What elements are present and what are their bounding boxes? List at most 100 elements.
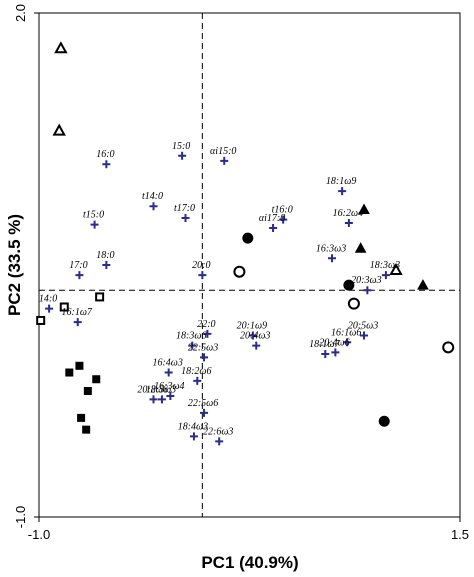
plus-marker bbox=[178, 151, 187, 160]
open-circle-marker bbox=[233, 265, 246, 278]
variable-label: 15:0 bbox=[172, 141, 190, 152]
filled-square-marker bbox=[77, 413, 86, 422]
filled-square-marker bbox=[75, 361, 84, 370]
variable-label: 18:5ω3 bbox=[146, 384, 176, 395]
loading-point: 18:0 bbox=[96, 250, 115, 269]
plus-marker bbox=[215, 437, 224, 446]
open-square-marker bbox=[95, 292, 105, 302]
x-axis-title: PC1 (40.9%) bbox=[201, 553, 298, 572]
loading-point: 22:0 bbox=[197, 319, 216, 338]
variable-label: 20:0 bbox=[192, 260, 210, 271]
plus-marker bbox=[343, 338, 352, 347]
plus-marker bbox=[269, 224, 278, 233]
loading-point: 16:3ω4 bbox=[154, 381, 185, 401]
loading-point: t16:0 bbox=[272, 205, 293, 224]
variable-label: 16:3ω4 bbox=[154, 381, 184, 392]
plus-marker bbox=[164, 368, 173, 377]
variable-label: 16:0 bbox=[96, 149, 114, 160]
loading-point: t14:0 bbox=[142, 191, 163, 211]
plus-marker bbox=[203, 329, 212, 338]
plus-marker bbox=[189, 432, 198, 441]
plus-marker bbox=[360, 331, 369, 340]
plus-marker bbox=[102, 261, 111, 269]
plus-marker bbox=[252, 341, 261, 350]
open-square-marker bbox=[59, 302, 69, 312]
loading-point: 16:4ω3 bbox=[152, 358, 183, 377]
variable-label: 20:4ω6 bbox=[319, 337, 349, 348]
loading-point: 20:4ω6 bbox=[319, 337, 350, 357]
open-triangle-marker bbox=[52, 123, 66, 136]
loading-point: 20:2ω6 bbox=[137, 384, 168, 404]
variable-label: 16:4ω3 bbox=[152, 358, 182, 369]
variable-label: 18:0 bbox=[96, 250, 114, 261]
loading-point: 18:3ω6 bbox=[176, 331, 206, 350]
loading-point: 18:5ω3 bbox=[146, 384, 176, 404]
variable-label: 22:5ω3 bbox=[188, 342, 218, 353]
y-tick-label: 2.0 bbox=[13, 4, 28, 22]
variable-label: t16:0 bbox=[272, 205, 293, 216]
open-square-marker bbox=[36, 315, 46, 325]
filled-triangle-marker bbox=[417, 279, 429, 290]
plus-marker bbox=[200, 408, 209, 417]
loading-point: 22:5ω6 bbox=[188, 398, 218, 417]
loading-point: 20:5ω3 bbox=[348, 321, 378, 340]
loading-point: 18:3ω3 bbox=[370, 260, 400, 280]
variable-label: 22:0 bbox=[197, 319, 215, 330]
loading-point: 20:0 bbox=[192, 260, 211, 280]
variable-label: 14:0 bbox=[39, 294, 57, 305]
loading-point: 16:2ω4 bbox=[333, 208, 363, 227]
loading-point: 20:1ω9 bbox=[237, 321, 267, 340]
plus-marker bbox=[321, 350, 330, 359]
y-tick-label: -1.0 bbox=[13, 506, 28, 528]
filled-circle-marker bbox=[378, 415, 390, 427]
filled-square-marker bbox=[65, 368, 74, 377]
loading-point: t15:0 bbox=[83, 210, 104, 229]
filled-circle-marker bbox=[242, 232, 254, 244]
plus-marker bbox=[45, 304, 54, 313]
plus-marker bbox=[90, 220, 99, 229]
plus-marker bbox=[157, 395, 166, 404]
plus-marker bbox=[363, 286, 372, 295]
plus-marker bbox=[279, 215, 288, 224]
loading-point: 18:1ω7 bbox=[309, 339, 340, 359]
plus-marker bbox=[166, 392, 175, 401]
plus-marker bbox=[198, 271, 207, 280]
axis-ticks: -1.0 1.5 2.0 -1.0 bbox=[13, 4, 469, 542]
x-tick-label: -1.0 bbox=[28, 527, 50, 542]
loading-point: 22:5ω3 bbox=[188, 342, 218, 362]
open-circle-marker bbox=[347, 297, 360, 310]
plus-marker bbox=[188, 341, 197, 350]
open-triangle-marker bbox=[54, 41, 68, 54]
variable-label: 18:3ω6 bbox=[176, 331, 206, 342]
filled-triangle-marker bbox=[358, 203, 370, 215]
variable-label: 18:4ω3 bbox=[178, 421, 208, 432]
filled-square-marker bbox=[92, 375, 101, 384]
loading-point: αi17:0 bbox=[259, 213, 285, 233]
variable-label: t15:0 bbox=[83, 210, 104, 221]
plus-marker bbox=[328, 254, 337, 263]
loading-point: 17:0 bbox=[69, 260, 88, 280]
variable-label: 20:5ω3 bbox=[348, 321, 378, 332]
open-triangle-marker bbox=[389, 262, 403, 276]
variable-label: 20:1ω9 bbox=[237, 321, 267, 332]
loading-point: 16:3ω3 bbox=[316, 243, 346, 263]
plus-marker bbox=[181, 213, 190, 222]
loading-point: 16:1ω7 bbox=[62, 307, 93, 327]
plus-marker bbox=[344, 219, 353, 227]
loading-point: 18:2ω6 bbox=[181, 366, 211, 385]
plus-marker bbox=[102, 160, 111, 169]
loading-point: 16:1ω6 bbox=[331, 327, 361, 347]
plus-marker bbox=[331, 348, 340, 357]
loading-point: 22:6ω3 bbox=[203, 426, 233, 446]
plus-marker bbox=[220, 156, 229, 165]
reference-lines bbox=[39, 13, 460, 517]
plus-marker bbox=[193, 376, 202, 385]
variable-label: 16:1ω7 bbox=[62, 307, 93, 318]
loading-point: 20:3ω3 bbox=[351, 275, 382, 295]
loading-point: 15:0 bbox=[172, 141, 190, 160]
x-tick-label: 1.5 bbox=[451, 527, 469, 542]
loading-point: 18:4ω3 bbox=[178, 421, 208, 441]
variable-label: 20:4ω3 bbox=[240, 331, 270, 342]
variable-label: 18:1ω9 bbox=[326, 176, 356, 187]
